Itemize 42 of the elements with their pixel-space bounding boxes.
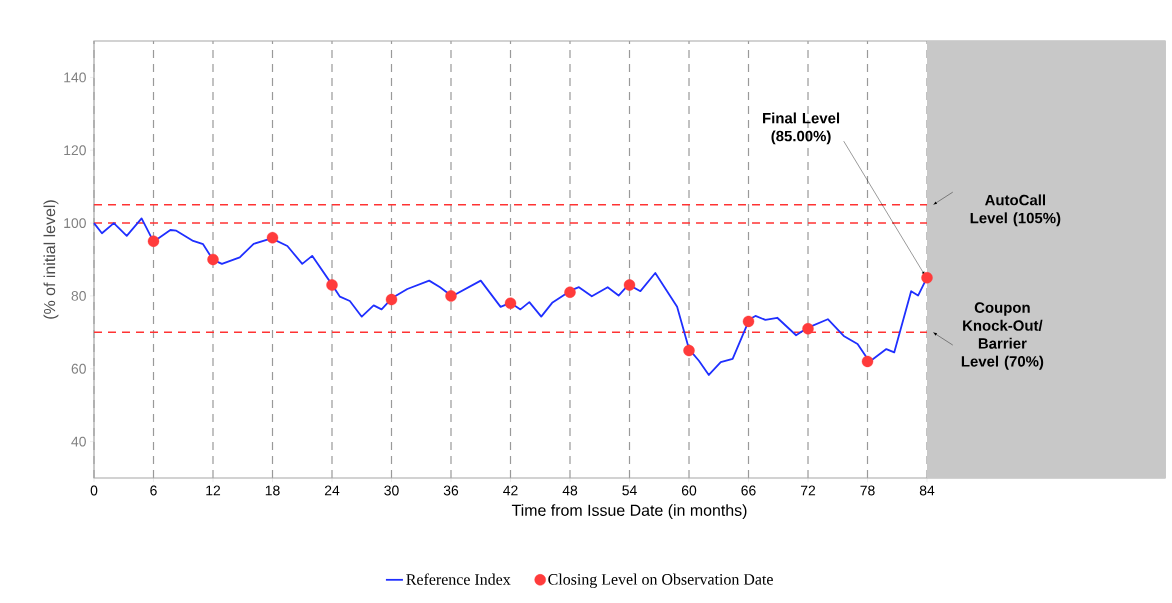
point xyxy=(861,355,874,368)
x-tick-label: 36 xyxy=(443,485,459,496)
x-axis-title: Time from Issue Date (in months) xyxy=(511,504,747,520)
x-tick-label: 72 xyxy=(800,485,816,496)
x-tick-label: 54 xyxy=(622,485,637,496)
x-tick-label: 84 xyxy=(919,485,935,496)
annotation: Final Level (85.00%) xyxy=(763,112,840,145)
x-tick-label: 6 xyxy=(150,485,157,496)
y-tick-label: 120 xyxy=(64,145,86,156)
point xyxy=(385,293,398,306)
point xyxy=(921,272,933,284)
ref-line-label: AutoCall Level (105%) xyxy=(970,194,1061,227)
point xyxy=(623,279,636,291)
ref-line-label: Coupon Knock-Out/ Barrier Level (70%) xyxy=(961,302,1044,370)
y-tick-label: 40 xyxy=(71,436,86,447)
point xyxy=(147,235,160,247)
y-tick-label: 140 xyxy=(64,72,86,83)
y-axis-title: (% of initial level) xyxy=(43,200,59,319)
y-tick-label: 60 xyxy=(71,363,86,374)
point xyxy=(207,253,219,266)
legend-label: Closing Level on Observation Date xyxy=(548,573,773,589)
point xyxy=(445,290,457,302)
y-tick-label: 80 xyxy=(71,290,86,301)
x-tick-label: 24 xyxy=(324,485,340,496)
x-tick-label: 66 xyxy=(741,485,756,496)
x-tick-label: 42 xyxy=(503,485,518,496)
point xyxy=(326,279,338,291)
point xyxy=(742,315,755,328)
x-tick-label: 30 xyxy=(384,485,399,496)
point xyxy=(504,297,517,309)
x-tick-label: 78 xyxy=(860,485,875,496)
x-tick-label: 48 xyxy=(562,485,578,496)
y-tick-label: 100 xyxy=(64,218,86,229)
x-tick-label: 12 xyxy=(206,485,221,496)
point xyxy=(802,322,814,335)
x-tick-label: 18 xyxy=(265,485,280,496)
point xyxy=(266,231,279,244)
legend-label: Reference Index xyxy=(406,573,511,585)
point xyxy=(564,286,576,298)
x-tick-label: 60 xyxy=(681,485,697,496)
point xyxy=(683,344,695,357)
x-tick-label: 0 xyxy=(90,485,98,496)
